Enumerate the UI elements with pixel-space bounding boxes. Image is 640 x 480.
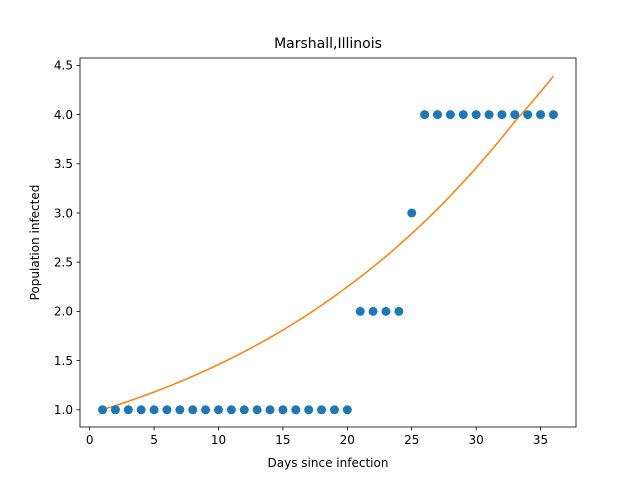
data-point	[213, 405, 223, 415]
x-axis-label: Days since infection	[268, 456, 389, 470]
data-point	[497, 110, 507, 120]
data-point	[123, 405, 133, 415]
data-point	[458, 110, 468, 120]
data-point	[175, 405, 185, 415]
x-tick-label: 5	[150, 433, 158, 447]
data-point	[226, 405, 236, 415]
x-tick-label: 30	[469, 433, 484, 447]
data-point	[110, 405, 120, 415]
chart-title: Marshall,Illinois	[274, 36, 382, 52]
data-point	[188, 405, 198, 415]
x-tick-label: 0	[86, 433, 94, 447]
plot-area	[98, 75, 558, 415]
data-point	[471, 110, 481, 120]
data-point	[523, 110, 533, 120]
x-tick-label: 15	[275, 433, 290, 447]
fit-curve	[102, 75, 555, 411]
data-point	[149, 405, 159, 415]
data-point	[265, 405, 275, 415]
data-point	[136, 405, 146, 415]
data-point	[342, 405, 352, 415]
y-tick-label: 2.0	[54, 305, 73, 319]
data-point	[420, 110, 430, 120]
y-tick-label: 2.5	[54, 255, 73, 269]
data-point	[291, 405, 301, 415]
data-point	[317, 405, 327, 415]
axes-frame	[79, 57, 577, 428]
data-point	[278, 405, 288, 415]
x-axis: 0 5 10 15 20 25 30 35	[86, 427, 548, 447]
y-axis: 1.0 1.5 2.0 2.5 3.0 3.5 4.0 4.5	[54, 59, 80, 417]
data-point	[304, 405, 314, 415]
data-point	[445, 110, 455, 120]
y-tick-label: 1.5	[54, 354, 73, 368]
data-point	[355, 306, 365, 316]
data-point	[510, 110, 520, 120]
y-tick-label: 3.0	[54, 206, 73, 220]
data-point	[252, 405, 262, 415]
x-tick-label: 10	[211, 433, 226, 447]
y-tick-label: 4.5	[54, 59, 73, 73]
data-point	[381, 306, 391, 316]
y-tick-label: 1.0	[54, 403, 73, 417]
y-tick-label: 3.5	[54, 157, 73, 171]
data-point	[329, 405, 339, 415]
data-point	[98, 405, 108, 415]
data-point	[201, 405, 211, 415]
data-point	[433, 110, 443, 120]
data-point	[536, 110, 546, 120]
data-point	[162, 405, 172, 415]
x-tick-label: 25	[404, 433, 419, 447]
data-point	[394, 306, 404, 316]
x-tick-label: 20	[340, 433, 355, 447]
y-tick-label: 4.0	[54, 108, 73, 122]
data-point	[368, 306, 378, 316]
data-point	[239, 405, 249, 415]
data-point	[484, 110, 494, 120]
data-point	[548, 110, 558, 120]
x-tick-label: 35	[533, 433, 548, 447]
data-point	[407, 208, 417, 218]
y-axis-label: Population infected	[28, 185, 42, 301]
